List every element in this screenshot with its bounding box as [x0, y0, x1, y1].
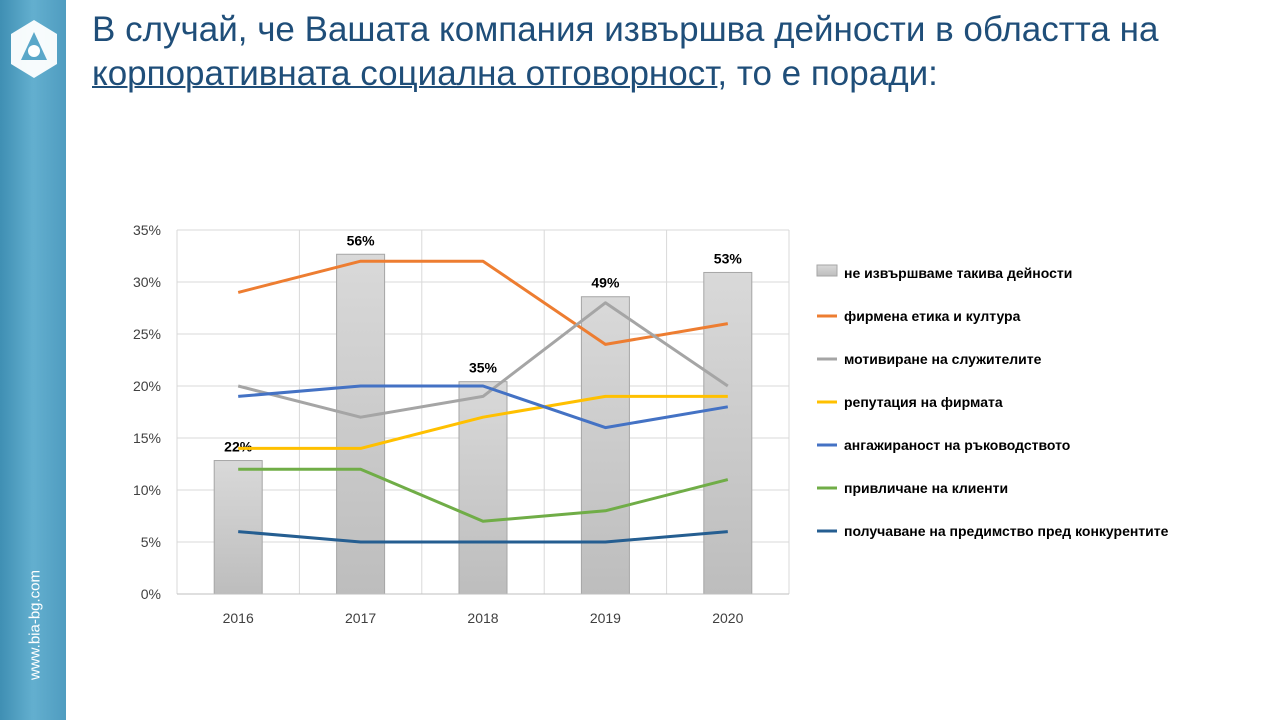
- bar-data-label: 56%: [347, 232, 376, 248]
- y-tick-label: 0%: [141, 586, 161, 602]
- legend-label: привличане на клиенти: [844, 480, 1008, 496]
- bar-data-label: 53%: [714, 250, 743, 266]
- bar: [213, 460, 263, 595]
- title-line1: В случай, че Вашата компания извършва де…: [92, 10, 1159, 49]
- x-tick-label: 2019: [590, 610, 621, 626]
- legend-swatch-bar: [816, 264, 838, 277]
- bar: [703, 271, 753, 595]
- x-tick-label: 2016: [223, 610, 254, 626]
- y-tick-label: 25%: [133, 326, 161, 342]
- y-tick-label: 10%: [133, 482, 161, 498]
- legend-label: не извършваме такива дейности: [844, 265, 1072, 281]
- legend-label: ангажираност на ръководството: [844, 437, 1070, 453]
- sidebar-band: www.bia-bg.com: [0, 0, 66, 720]
- series-line: [238, 394, 728, 450]
- x-tick-label: 2020: [712, 610, 743, 626]
- legend-label: репутация на фирмата: [844, 394, 1003, 410]
- y-tick-label: 5%: [141, 534, 161, 550]
- y-tick-label: 20%: [133, 378, 161, 394]
- legend-label: фирмена етика и култура: [844, 308, 1021, 324]
- bar: [336, 253, 386, 595]
- bar-data-label: 49%: [591, 275, 620, 291]
- legend-label: получаване на предимство пред конкуренти…: [844, 523, 1169, 539]
- bia-logo-icon: [11, 20, 57, 78]
- x-tick-label: 2018: [467, 610, 498, 626]
- bar-data-label: 35%: [469, 360, 498, 376]
- y-tick-label: 15%: [133, 430, 161, 446]
- series-line: [237, 301, 729, 419]
- legend-label: мотивиране на служителите: [844, 351, 1042, 367]
- series-line: [237, 259, 729, 346]
- y-tick-label: 30%: [133, 274, 161, 290]
- bar-data-label: 22%: [224, 439, 253, 455]
- x-tick-label: 2017: [345, 610, 376, 626]
- y-tick-label: 35%: [133, 222, 161, 238]
- title-rest: , то е поради:: [717, 54, 938, 93]
- title-link[interactable]: корпоративната социална отговорност: [92, 54, 718, 93]
- slide-title: В случай, че Вашата компания извършва де…: [92, 8, 1272, 96]
- series-line: [238, 467, 729, 523]
- bar: [580, 296, 630, 595]
- series-line: [238, 530, 728, 544]
- series-line: [238, 384, 729, 430]
